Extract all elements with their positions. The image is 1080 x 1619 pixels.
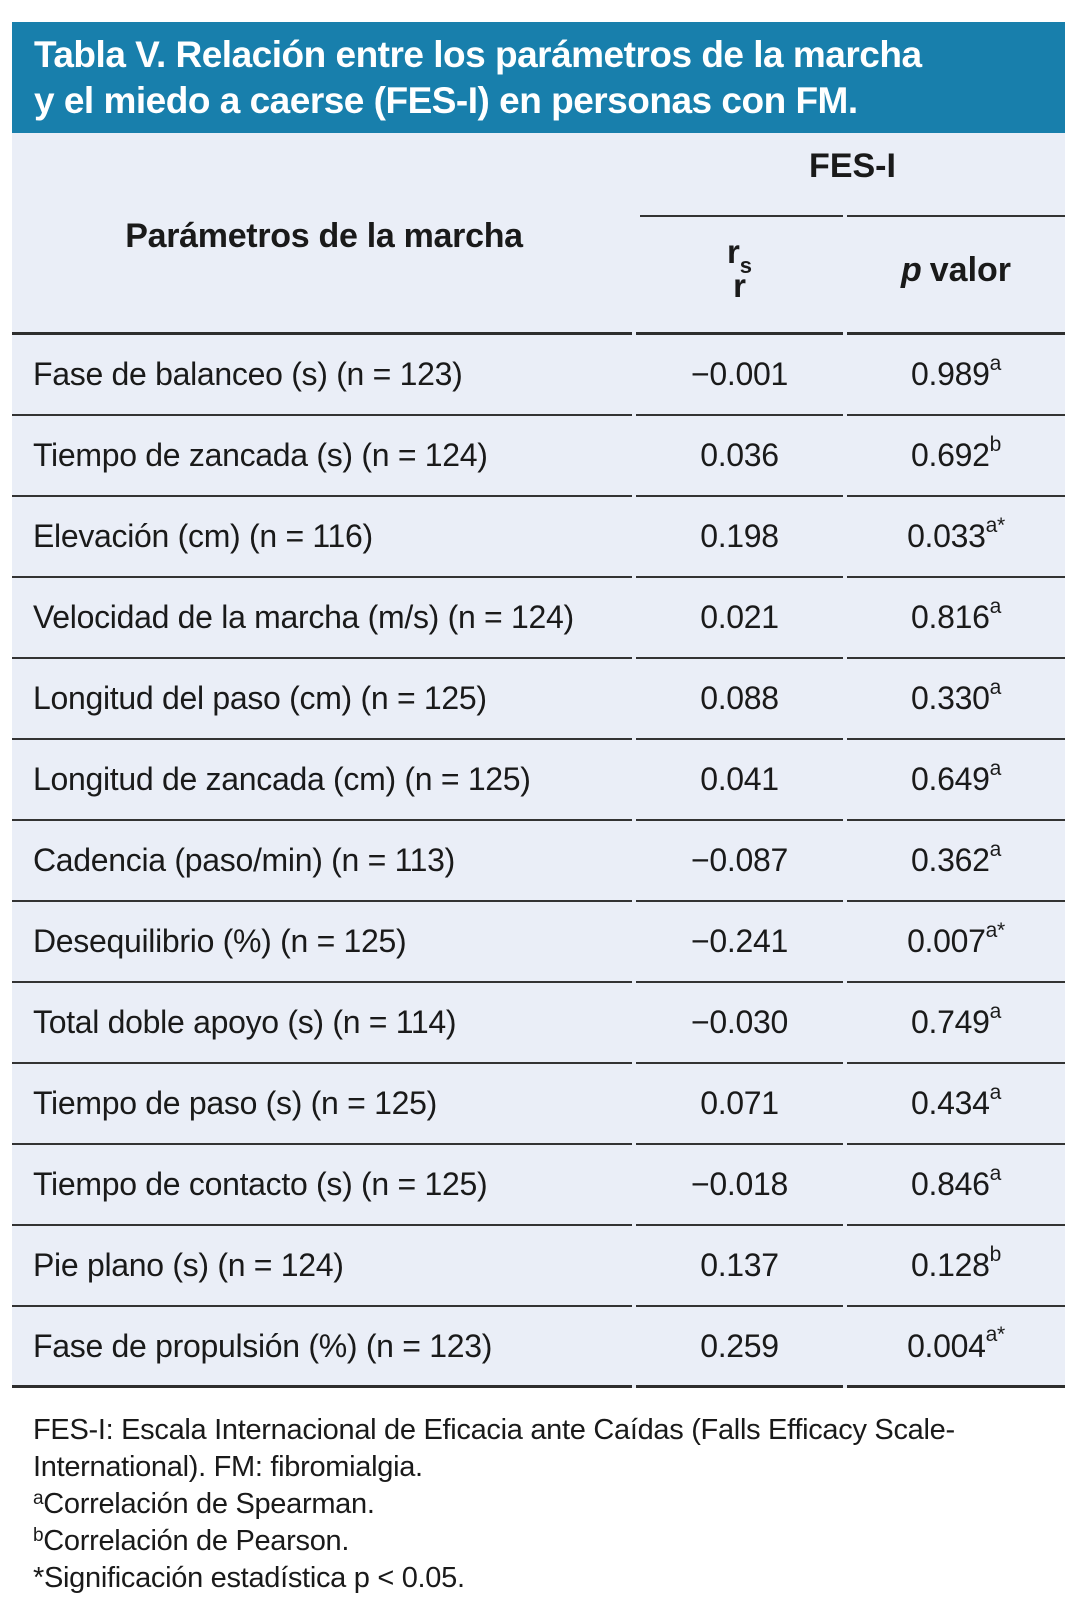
row-p-value: 0.816 a (847, 578, 1065, 659)
table-row: Velocidad de la marcha (m/s) (n = 124) 0… (12, 578, 1065, 659)
table-body: Fase de balanceo (s) (n = 123) −0.001 0.… (12, 335, 1065, 1388)
row-label: Elevación (cm) (n = 116) (12, 497, 632, 578)
row-r-value: 0.071 (636, 1064, 843, 1145)
row-r-value: 0.137 (636, 1226, 843, 1307)
row-p-value: 0.128 b (847, 1226, 1065, 1307)
header-rule-segment (12, 332, 632, 335)
row-r-value: 0.041 (636, 740, 843, 821)
row-p-value: 0.749 a (847, 983, 1065, 1064)
row-label: Cadencia (paso/min) (n = 113) (12, 821, 632, 902)
row-label: Pie plano (s) (n = 124) (12, 1226, 632, 1307)
column-header-parameters: Parámetros de la marcha (125, 217, 523, 255)
table-row: Desequilibrio (%) (n = 125) −0.241 0.007… (12, 902, 1065, 983)
footnote-pearson: bCorrelación de Pearson. (33, 1525, 350, 1557)
table-figure: Tabla V. Relación entre los parámetros d… (12, 22, 1065, 1597)
row-r-value: 0.259 (636, 1307, 843, 1388)
table-row: Longitud de zancada (cm) (n = 125) 0.041… (12, 740, 1065, 821)
row-r-value: −0.030 (636, 983, 843, 1064)
table-row: Tiempo de contacto (s) (n = 125) −0.018 … (12, 1145, 1065, 1226)
footnote-spearman: aCorrelación de Spearman. (33, 1488, 375, 1520)
row-r-value: −0.001 (636, 335, 843, 416)
column-header-p-valor: p valor (900, 251, 1012, 289)
fesi-underline-segment (847, 215, 1065, 217)
fesi-underline-segment (640, 215, 843, 217)
row-label: Total doble apoyo (s) (n = 114) (12, 983, 632, 1064)
table-row: Cadencia (paso/min) (n = 113) −0.087 0.3… (12, 821, 1065, 902)
row-r-value: −0.241 (636, 902, 843, 983)
table-row: Pie plano (s) (n = 124) 0.137 0.128 b (12, 1226, 1065, 1307)
row-p-value: 0.033 a* (847, 497, 1065, 578)
table-row: Longitud del paso (cm) (n = 125) 0.088 0… (12, 659, 1065, 740)
footnote-definition-line1: FES-I: Escala Internacional de Eficacia … (33, 1414, 955, 1446)
row-label: Desequilibrio (%) (n = 125) (12, 902, 632, 983)
table-title-line1: Tabla V. Relación entre los parámetros d… (34, 34, 922, 75)
row-r-value: −0.018 (636, 1145, 843, 1226)
row-p-value: 0.004 a* (847, 1307, 1065, 1388)
row-label: Fase de balanceo (s) (n = 123) (12, 335, 632, 416)
header-rule-segment (636, 332, 843, 335)
row-label: Velocidad de la marcha (m/s) (n = 124) (12, 578, 632, 659)
row-label: Fase de propulsión (%) (n = 123) (12, 1307, 632, 1388)
row-label: Tiempo de paso (s) (n = 125) (12, 1064, 632, 1145)
group-header-fesi: FES-I (809, 147, 896, 185)
row-r-value: 0.198 (636, 497, 843, 578)
footnote-significance: *Significación estadística p < 0.05. (33, 1562, 465, 1594)
table-title-line2: y el miedo a caerse (FES-I) en personas … (34, 80, 858, 121)
table-row: Total doble apoyo (s) (n = 114) −0.030 0… (12, 983, 1065, 1064)
table-row: Tiempo de paso (s) (n = 125) 0.071 0.434… (12, 1064, 1065, 1145)
row-p-value: 0.692 b (847, 416, 1065, 497)
row-p-value: 0.362 a (847, 821, 1065, 902)
table-row: Elevación (cm) (n = 116) 0.198 0.033 a* (12, 497, 1065, 578)
table-row: Fase de propulsión (%) (n = 123) 0.259 0… (12, 1307, 1065, 1388)
row-label: Tiempo de zancada (s) (n = 124) (12, 416, 632, 497)
row-p-value: 0.007 a* (847, 902, 1065, 983)
row-p-value: 0.434 a (847, 1064, 1065, 1145)
row-label: Longitud de zancada (cm) (n = 125) (12, 740, 632, 821)
table-title-band: Tabla V. Relación entre los parámetros d… (12, 22, 1065, 133)
row-p-value: 0.989 a (847, 335, 1065, 416)
table-row: Tiempo de zancada (s) (n = 124) 0.036 0.… (12, 416, 1065, 497)
table-row: Fase de balanceo (s) (n = 123) −0.001 0.… (12, 335, 1065, 416)
row-label: Longitud del paso (cm) (n = 125) (12, 659, 632, 740)
row-r-value: 0.036 (636, 416, 843, 497)
footnote-definition-line2: International). FM: fibromialgia. (33, 1451, 423, 1483)
row-p-value: 0.330 a (847, 659, 1065, 740)
row-r-value: −0.087 (636, 821, 843, 902)
row-r-value: 0.021 (636, 578, 843, 659)
row-r-value: 0.088 (636, 659, 843, 740)
table-header: FES-I Parámetros de la marcha rs r p valor (12, 133, 1065, 335)
header-rule-segment (847, 332, 1065, 335)
table-footnotes: FES-I: Escala Internacional de Eficacia … (12, 1388, 1065, 1597)
row-label: Tiempo de contacto (s) (n = 125) (12, 1145, 632, 1226)
row-p-value: 0.649 a (847, 740, 1065, 821)
row-p-value: 0.846 a (847, 1145, 1065, 1226)
column-header-r: rs r (726, 233, 753, 304)
